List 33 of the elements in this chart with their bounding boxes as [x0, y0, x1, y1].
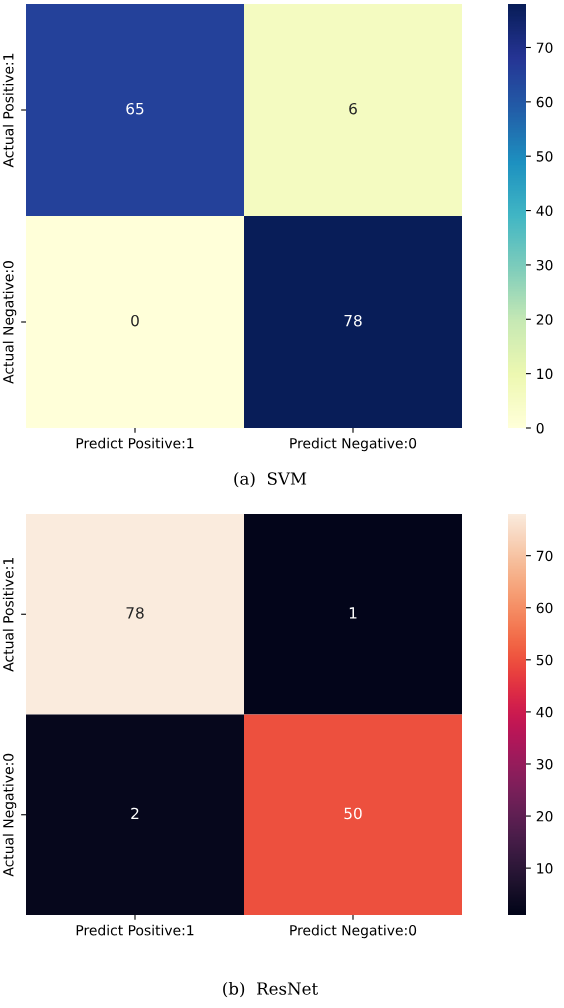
color-bar-label: 70 [536, 550, 553, 562]
color-bar-label: 40 [536, 205, 553, 217]
data-label: 65 [126, 102, 144, 115]
color-bar-label: 60 [536, 602, 553, 614]
x-tick-label: Predict Negative:0 [290, 437, 417, 452]
x-tick-label: Predict Negative:0 [290, 924, 417, 939]
text: (b) ResNet [223, 981, 319, 998]
text: (a) SVM [234, 471, 307, 488]
y-tick-label: Actual Negative:0 [2, 753, 17, 877]
data-label: 0 [131, 314, 139, 327]
x-tick-label: Predict Positive:1 [76, 924, 194, 936]
x-tick-label: Predict Positive:1 [76, 437, 194, 449]
data-label: 50 [344, 807, 362, 820]
color-bar-label: 20 [536, 314, 553, 325]
color-bar-label: 30 [536, 758, 553, 770]
data-label: 78 [344, 314, 362, 327]
data-label: 1 [349, 607, 357, 619]
color-bar-label: 30 [536, 259, 553, 271]
color-bar-label: 50 [536, 654, 553, 666]
color-bar-label: 60 [536, 96, 553, 108]
color-bar-label: 10 [537, 368, 553, 380]
y-tick-label: Actual Negative:0 [2, 261, 17, 384]
data-label: 6 [349, 102, 357, 115]
color-bar-label: 40 [536, 706, 553, 718]
data-label: 2 [131, 807, 139, 819]
color-bar-label: 0 [536, 422, 544, 434]
color-bar-label: 10 [537, 863, 553, 874]
y-tick-label: Actual Positive:1 [2, 558, 14, 672]
color-bar-label: 70 [536, 42, 553, 53]
data-label: 78 [126, 607, 144, 619]
y-tick-label: Actual Positive:1 [2, 53, 14, 168]
color-bar-label: 20 [536, 811, 553, 822]
color-bar-label: 50 [536, 151, 553, 162]
